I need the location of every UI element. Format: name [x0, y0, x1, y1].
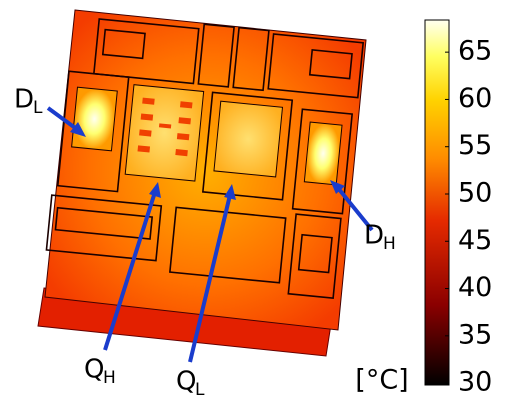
colorbar-gradient: [425, 20, 449, 385]
tick-label: 50: [458, 177, 492, 208]
tick-label: 35: [458, 319, 492, 350]
thermal-figure: DLQHQLDH [°C] 3035404550556065: [0, 0, 506, 412]
colorbar-unit: [°C]: [355, 365, 408, 396]
colorbar: [°C] 30 35 40 45 50 55 60 65: [355, 20, 492, 398]
tick-label: 55: [458, 130, 492, 161]
tick-label: 60: [458, 83, 492, 114]
tick-label: 65: [458, 36, 492, 67]
label-main: Q: [84, 355, 104, 385]
label-main: Q: [176, 367, 196, 397]
label-main: D: [364, 221, 384, 251]
page: DLQHQLDH [°C] 3035404550556065 (() => { …: [0, 0, 506, 412]
label-sub: H: [383, 234, 396, 254]
tick-label: 30: [458, 367, 492, 398]
tick-label: 45: [458, 225, 492, 256]
label-sub: L: [195, 380, 205, 400]
tick-label: 40: [458, 272, 492, 303]
label-main: D: [14, 85, 34, 115]
label-sub: L: [33, 98, 43, 118]
label-sub: H: [103, 368, 116, 388]
